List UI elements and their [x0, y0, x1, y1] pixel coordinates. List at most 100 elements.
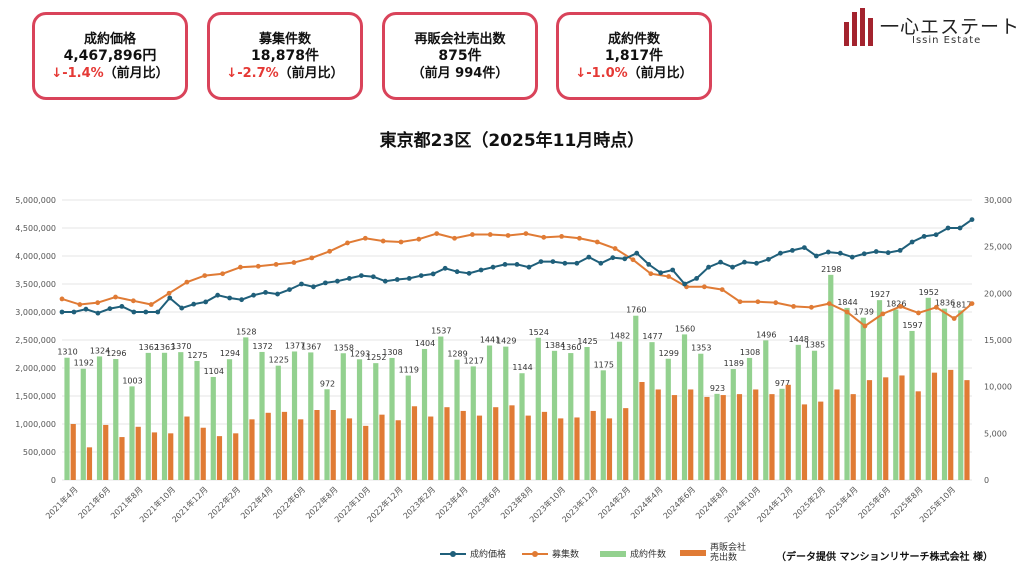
contract-count-bar: [876, 300, 883, 480]
right-axis-tick-label: 25,000: [984, 243, 1012, 252]
contract-count-bar: [291, 351, 298, 480]
resale-bar: [915, 391, 921, 480]
price-point: [490, 264, 496, 270]
combo-chart: 0 500,000 1,000,000 1,500,000 2,000,000 2,500…: [15, 196, 1012, 524]
contract-count-label: 1104: [204, 367, 224, 376]
x-axis-tick-label: 2024年6月: [661, 484, 697, 520]
resale-bar: [428, 416, 434, 480]
price-point: [358, 273, 364, 278]
price-point: [155, 309, 161, 315]
company-logo: 一心エステート Issin Estate: [838, 8, 1019, 48]
contract-count-label: 1275: [187, 351, 207, 360]
price-point: [897, 248, 903, 253]
listings-point: [648, 271, 654, 277]
contract-count-bar: [356, 359, 363, 480]
price-point: [586, 254, 592, 260]
price-point: [167, 295, 173, 301]
contract-count-label: 1308: [382, 348, 402, 357]
left-axis-tick-label: 3,500,000: [15, 280, 56, 289]
x-axis-tick-label: 2022年6月: [271, 484, 307, 520]
contract-count-label: 1524: [529, 328, 549, 337]
resale-bar: [639, 382, 645, 480]
contract-count-bar: [519, 373, 525, 480]
listings-point: [416, 236, 422, 242]
resale-bar: [330, 410, 336, 480]
listings-point: [594, 239, 600, 245]
resale-bar: [769, 394, 775, 480]
price-point: [670, 267, 676, 273]
contract-count-bar: [80, 368, 86, 480]
listings-point: [434, 231, 440, 236]
left-axis-tick-label: 5,000,000: [15, 196, 56, 205]
contract-count-bar: [551, 350, 558, 480]
resale-bar: [151, 432, 158, 480]
contract-count-label: 1496: [756, 330, 776, 339]
contract-count-bar: [161, 352, 168, 480]
contract-count-bar: [714, 393, 720, 480]
resale-bar: [606, 418, 613, 480]
price-point: [801, 245, 807, 250]
resale-bar: [249, 419, 255, 480]
x-axis-tick-label: 2023年6月: [466, 484, 502, 520]
listings-point: [273, 262, 279, 267]
contract-count-bar: [243, 337, 249, 480]
price-point: [813, 253, 819, 259]
contract-count-label: 1119: [399, 366, 419, 375]
contract-count-label: 1817: [951, 300, 971, 309]
listings-point: [380, 238, 386, 244]
contract-count-bar: [698, 353, 704, 480]
contract-count-bar: [600, 370, 606, 480]
line-marker-icon: [522, 550, 548, 557]
price-point: [251, 292, 256, 298]
price-point: [921, 234, 927, 239]
price-point: [718, 259, 723, 265]
listings-point: [113, 294, 118, 300]
contract-count-bar: [811, 350, 818, 480]
listings-point: [95, 300, 101, 306]
resale-bar: [720, 395, 726, 480]
kpi-card-resale: 再販会社売出数 875件 （前月 994件）: [382, 12, 538, 100]
listings-point: [862, 323, 868, 329]
contract-count-bar: [893, 309, 899, 480]
contract-count-label: 1252: [366, 353, 386, 362]
contract-count-bar: [958, 310, 964, 480]
resale-bar: [964, 380, 970, 480]
contract-count-bar: [941, 308, 948, 480]
contract-count-label: 1225: [269, 356, 289, 365]
contract-count-label: 1425: [577, 337, 597, 346]
price-point: [562, 260, 568, 266]
chart-title: 東京都23区（2025年11月時点）: [379, 131, 645, 151]
contract-count-label: 1324: [90, 346, 110, 355]
contract-count-bar: [210, 376, 216, 480]
listings-point: [559, 234, 565, 239]
price-point: [191, 301, 197, 307]
resale-bar: [460, 410, 466, 480]
listings-point: [59, 296, 65, 302]
contract-count-label: 1353: [691, 344, 711, 353]
price-point: [227, 295, 233, 301]
contract-count-bar: [113, 359, 119, 480]
contract-count-bar: [486, 345, 493, 480]
price-point: [143, 309, 149, 315]
contract-count-bar: [96, 356, 103, 480]
contract-count-bar: [665, 358, 671, 480]
listings-point: [791, 304, 796, 309]
resale-bar: [119, 437, 125, 480]
resale-bar: [655, 389, 661, 480]
resale-bar: [525, 415, 531, 480]
price-point: [766, 256, 771, 262]
resale-bar: [866, 380, 873, 480]
price-point: [622, 256, 628, 262]
contract-count-label: 1299: [659, 349, 679, 358]
price-point: [71, 309, 77, 315]
resale-bar: [818, 401, 824, 480]
price-point: [287, 287, 292, 292]
contract-count-label: 1441: [480, 336, 500, 345]
contract-count-label: 1189: [724, 359, 744, 368]
contract-count-label: 1952: [919, 288, 939, 297]
contract-count-bar: [308, 352, 314, 480]
contract-count-bar: [145, 352, 151, 480]
data-credit: （データ提供 マンションリサーチ株式会社 様）: [776, 552, 993, 563]
contract-count-label: 1003: [122, 376, 142, 385]
price-point: [346, 276, 352, 281]
